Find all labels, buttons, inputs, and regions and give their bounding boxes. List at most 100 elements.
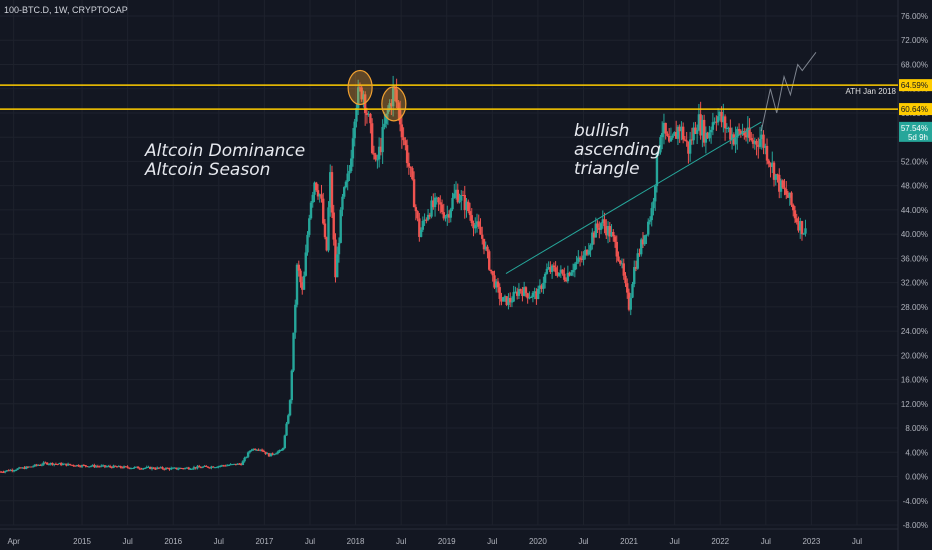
candle-body (358, 87, 362, 89)
candle-body (769, 163, 772, 167)
annotation-triangle: bullish ascending triangle (574, 122, 661, 179)
candle-body (433, 197, 437, 208)
candle-body (271, 453, 274, 455)
candle-body (190, 468, 194, 470)
candle-body (150, 467, 154, 470)
y-tick-label: 16.00% (901, 376, 928, 385)
x-tick-label: 2018 (347, 537, 365, 546)
candle-body (329, 172, 332, 208)
candle-body (393, 86, 397, 90)
candle-body (194, 467, 197, 469)
candle-body (407, 163, 411, 167)
candle-body (290, 370, 293, 401)
candle-body (231, 464, 234, 466)
candle-body (23, 467, 26, 469)
candle-body (344, 181, 348, 188)
candle-body (664, 122, 667, 134)
candle-body (715, 121, 718, 123)
candle-body (729, 127, 732, 140)
candle-body (143, 467, 147, 469)
candle-body (797, 222, 800, 231)
candle-body (302, 275, 306, 290)
candle-body (416, 211, 419, 219)
candle-body (59, 463, 63, 466)
x-tick-label: Jul (670, 537, 680, 546)
candle-body (468, 211, 472, 216)
candle-body (584, 249, 587, 256)
candle-body (264, 451, 267, 454)
candle-body (311, 194, 314, 203)
candle-body (213, 467, 217, 469)
candle-body (531, 292, 535, 297)
candle-body (536, 288, 540, 300)
candle-body (587, 250, 591, 255)
candle-body (89, 466, 93, 468)
candle-body (330, 172, 334, 213)
x-tick-label: 2020 (529, 537, 547, 546)
candle-body (713, 121, 716, 123)
candle-body (152, 467, 155, 469)
candle-body (126, 466, 129, 468)
candle-body (517, 289, 521, 296)
candle-body (238, 463, 241, 465)
candle-body (793, 210, 797, 219)
candle-body (709, 129, 713, 133)
candle-body (758, 139, 762, 147)
candle-body (405, 145, 409, 164)
candle-body (451, 197, 454, 210)
candle-body (288, 400, 292, 416)
x-tick-label: 2022 (711, 537, 729, 546)
level-price-tag (899, 103, 932, 116)
candle-body (426, 214, 430, 220)
candle-body (437, 197, 440, 203)
candle-body (626, 283, 629, 293)
candle-body (645, 234, 648, 236)
candle-body (676, 126, 680, 139)
candle-body (785, 189, 788, 195)
candle-body (248, 450, 252, 453)
candle-body (40, 464, 44, 466)
candle-body (383, 123, 386, 128)
candle-body (428, 214, 432, 217)
candle-body (157, 467, 161, 469)
candle-body (185, 467, 189, 469)
candle-body (699, 114, 702, 136)
candle-body (101, 465, 105, 467)
candle-body (105, 466, 108, 468)
candle-body (515, 291, 519, 296)
candle-body (336, 254, 339, 278)
candle-body (432, 200, 435, 208)
candle-body (669, 137, 673, 142)
candle-body (638, 253, 641, 255)
candle-body (418, 218, 421, 237)
candle-body (695, 130, 699, 134)
candle-body (697, 114, 701, 131)
candle-body (734, 137, 737, 145)
candle-body (804, 228, 807, 234)
annotation-line-1: bullish (574, 121, 630, 141)
candle-body (727, 127, 730, 129)
candle-body (739, 130, 743, 135)
candle-body (128, 467, 131, 469)
candle-body (667, 135, 671, 142)
candle-body (723, 116, 727, 129)
x-tick-label: Jul (487, 537, 497, 546)
candle-body (159, 467, 162, 469)
candle-body (470, 215, 473, 223)
candle-body (414, 207, 418, 212)
candle-body (790, 192, 793, 205)
candle-body (35, 464, 38, 466)
candle-body (164, 467, 168, 470)
candle-body (573, 263, 577, 271)
candle-body (688, 139, 692, 154)
candle-body (386, 109, 390, 114)
candle-body (197, 466, 201, 468)
candle-body (498, 287, 501, 299)
candle-body (138, 468, 141, 470)
candle-body (666, 133, 669, 136)
candle-body (149, 466, 152, 470)
candle-body (19, 467, 23, 469)
candle-body (463, 195, 466, 211)
candle-body (72, 464, 75, 466)
